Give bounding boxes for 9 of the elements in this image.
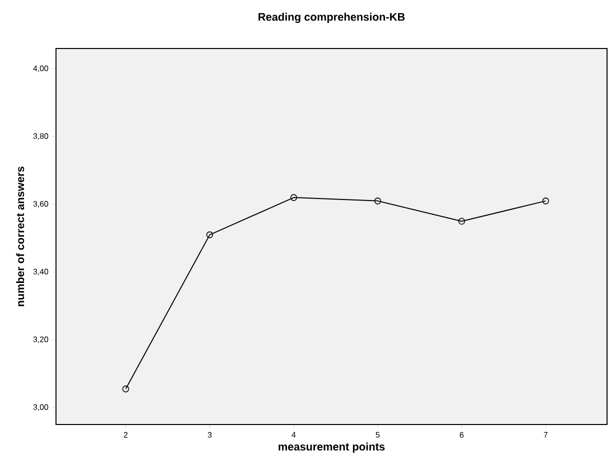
point (122, 386, 130, 392)
point (290, 194, 298, 201)
point (206, 231, 214, 238)
point (374, 198, 382, 204)
x-axis-title: measurement points (278, 442, 385, 453)
y-axis-title: number of correct answers (16, 166, 24, 306)
point (542, 198, 550, 204)
chart-title: Reading comprehension-KB (258, 12, 405, 24)
point (458, 218, 466, 225)
